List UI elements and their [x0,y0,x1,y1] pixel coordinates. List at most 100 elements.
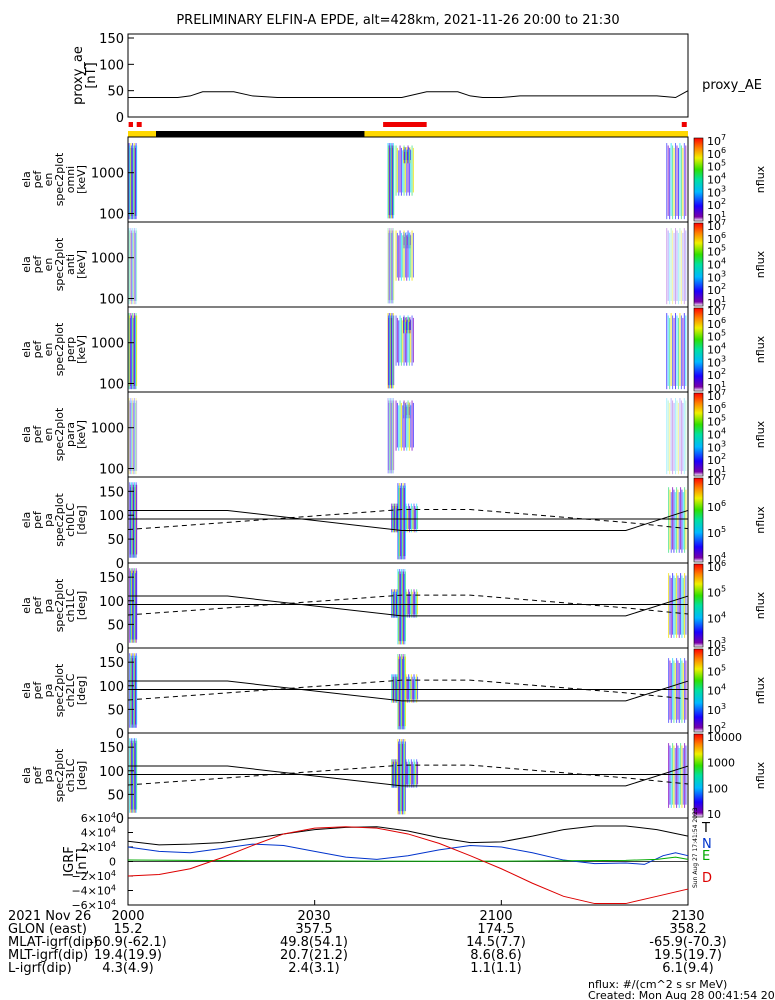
xaxis-row-value: 2130 [671,909,704,924]
spectrogram-cell [407,151,409,164]
spectrogram-ylabel: spec2plot [53,578,66,632]
spectrogram-cell [408,406,410,416]
spectrogram-cell [411,676,413,700]
spectrogram-cell [673,575,675,638]
spectrogram-cell [391,230,393,304]
spectrogram-cell [393,145,395,216]
spectrogram-cell [413,503,415,530]
spectrogram-cell [409,149,411,161]
spectrogram-cell [132,313,134,390]
spectrogram-cell [396,317,398,363]
spectrogram-cell [399,315,401,363]
spectrogram-cell [682,747,684,805]
anti-loss-cone-line [127,679,689,701]
spectrogram-cell [406,317,408,334]
spectrogram-cell [408,404,410,419]
spectrogram-cell [684,573,686,638]
spectrogram-cell [677,575,679,635]
pa-ytick-label: 100 [99,765,124,780]
spectrogram-cell [403,656,405,730]
spectrogram-cell [409,317,411,334]
spectrogram-cell [675,313,677,390]
colorbar-label: nflux [754,591,767,619]
spectrogram-cell [413,674,415,700]
spectrogram-ylabel: en [42,258,55,272]
spectrogram-cell [404,739,406,815]
spectrogram-cell [404,147,406,193]
spectrogram-cell [129,655,131,725]
spectrogram-cell [402,569,404,642]
spectrogram-cell [681,660,683,723]
spectrogram-cell [407,400,409,448]
xaxis-row-label: MLT-igrf(dip) [8,948,88,963]
spectrogram-cell [680,400,682,475]
spectrogram-cell [403,230,405,281]
spectrogram-cell [130,143,132,216]
spectrogram-cell [407,764,409,788]
spectrogram-cell [410,759,412,788]
spectrogram-cell [130,573,132,643]
energy-ytick-label: 100 [99,208,124,223]
spectrogram-cell [417,506,419,530]
spectrogram-cell [402,150,404,193]
spectrogram-cell [398,485,399,557]
spectrogram-cell [681,489,683,553]
spectrogram-cell [672,487,674,550]
spectrogram-cell [129,568,131,643]
created-note: Created: Mon Aug 28 00:41:54 2023 [588,989,775,1000]
spectrogram-cell [416,759,418,788]
spectrogram-cell [672,315,674,390]
units-note: nflux: #/(cm^2 s sr MeV) [588,978,727,991]
spectrogram-cell [134,232,136,301]
spectrogram-cell [132,228,134,305]
spectrogram-cell [405,321,407,331]
spectrogram-cell [398,743,400,815]
spectrogram-cell [128,143,130,220]
energy-ytick-label: 1000 [91,167,124,182]
spectrogram-cell [666,398,668,475]
spectrogram-cell [134,738,136,810]
spectrogram-cell [674,492,676,550]
spectrogram-cell [395,145,397,196]
spectrogram-cell [411,315,413,366]
spectrogram-cell [135,653,137,728]
igrf-ylabel: [nT] [75,848,90,874]
spectrogram-ylabel: spec2plot [53,322,66,376]
spectrogram-cell [673,402,675,471]
spectrogram-cell [407,402,409,416]
spectrogram-cell [668,573,670,638]
spectrogram-cell [400,739,402,815]
pa-ytick-label: 150 [99,741,124,756]
energy-ytick-label: 1000 [91,252,124,267]
spectrogram-cell [670,492,672,553]
pa-ytick-label: 50 [107,703,124,718]
spectrogram-cell [667,400,669,471]
spectrogram-cell [403,404,405,416]
spectrogram-cell [392,402,394,471]
spectrogram-cell [676,400,678,471]
spectrogram-cell [669,745,671,805]
spectrogram-cell [389,230,391,304]
spectrogram-cell [411,591,413,615]
spectrogram-cell [407,679,409,703]
spectrogram-cell [391,232,393,304]
spectrogram-cell [406,232,408,249]
orbit-bar-black [156,131,365,137]
colorbar-label: nflux [754,506,767,534]
spectrogram-cell [403,743,405,812]
spectrogram-cell [399,654,401,727]
xaxis-row-value: -65.9(-70.3) [649,935,726,950]
colorbar-label: nflux [754,165,767,193]
spectrogram-cell [392,398,394,474]
spectrogram-cell [412,317,414,363]
spectrogram-cell [674,662,676,720]
spectrogram-cell [670,143,672,216]
spectrogram-cell [684,743,686,808]
spectrogram-cell [668,743,670,808]
spectrogram-cell [404,232,406,246]
spectrogram-cell [676,487,678,553]
spectrogram-cell [135,568,137,643]
spectrogram-ylabel: ela [20,682,33,699]
igrf-ytick-label: −6×104 [71,898,116,912]
spectrogram-cell [131,743,133,810]
